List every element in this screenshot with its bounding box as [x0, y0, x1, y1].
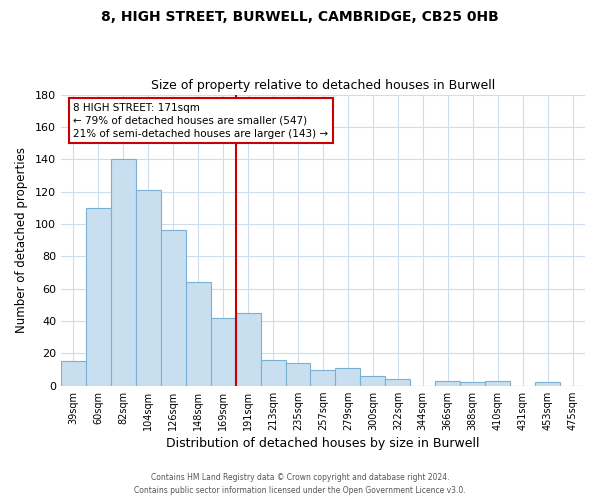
- Text: 8 HIGH STREET: 171sqm
← 79% of detached houses are smaller (547)
21% of semi-det: 8 HIGH STREET: 171sqm ← 79% of detached …: [73, 102, 329, 139]
- X-axis label: Distribution of detached houses by size in Burwell: Distribution of detached houses by size …: [166, 437, 480, 450]
- Bar: [111, 160, 136, 386]
- Bar: [186, 282, 211, 386]
- Bar: [136, 190, 161, 386]
- Bar: [286, 363, 310, 386]
- Y-axis label: Number of detached properties: Number of detached properties: [15, 147, 28, 333]
- Bar: [485, 381, 510, 386]
- Bar: [310, 370, 335, 386]
- Bar: [361, 376, 385, 386]
- Text: 8, HIGH STREET, BURWELL, CAMBRIDGE, CB25 0HB: 8, HIGH STREET, BURWELL, CAMBRIDGE, CB25…: [101, 10, 499, 24]
- Bar: [236, 313, 260, 386]
- Bar: [435, 381, 460, 386]
- Bar: [61, 362, 86, 386]
- Bar: [460, 382, 485, 386]
- Title: Size of property relative to detached houses in Burwell: Size of property relative to detached ho…: [151, 79, 495, 92]
- Bar: [211, 318, 236, 386]
- Bar: [161, 230, 186, 386]
- Bar: [260, 360, 286, 386]
- Text: Contains HM Land Registry data © Crown copyright and database right 2024.
Contai: Contains HM Land Registry data © Crown c…: [134, 474, 466, 495]
- Bar: [335, 368, 361, 386]
- Bar: [385, 379, 410, 386]
- Bar: [535, 382, 560, 386]
- Bar: [86, 208, 111, 386]
